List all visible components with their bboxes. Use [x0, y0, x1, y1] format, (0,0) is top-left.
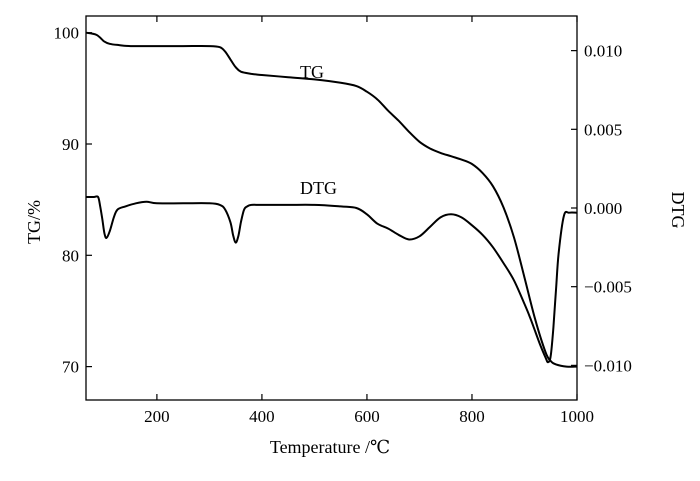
y-right-tick-label: −0.010: [584, 356, 632, 375]
x-tick-label: 800: [459, 407, 485, 426]
series-dtg-line: [86, 195, 578, 364]
y-axis-right: 0.010 0.005 0.000 −0.005 −0.010: [571, 42, 632, 375]
x-tick-label: 600: [354, 407, 380, 426]
x-tick-label: 1000: [560, 407, 594, 426]
series-layer: [85, 31, 578, 368]
y-left-tick-label: 70: [62, 358, 79, 377]
y-right-tick-label: 0.005: [584, 120, 622, 139]
y-right-tick-label: 0.010: [584, 42, 622, 61]
y-axis-left: 70 80 90 100: [54, 24, 92, 377]
y-axis-right-title: DTG: [668, 192, 688, 229]
x-axis-title: Temperature /℃: [270, 437, 390, 457]
y-left-tick-label: 90: [62, 135, 79, 154]
y-left-tick-label: 100: [54, 24, 80, 43]
x-tick-label: 200: [144, 407, 170, 426]
tg-series-label: TG: [300, 62, 324, 82]
y-right-tick-label: −0.005: [584, 278, 632, 297]
y-axis-left-title: TG/%: [24, 200, 44, 244]
x-tick-label: 400: [249, 407, 275, 426]
x-axis: 200 400 600 800 1000: [144, 16, 594, 426]
y-left-tick-label: 80: [62, 246, 79, 265]
series-tg-line: [85, 31, 578, 368]
y-right-tick-label: 0.000: [584, 199, 622, 218]
dtg-series-label: DTG: [300, 178, 337, 198]
